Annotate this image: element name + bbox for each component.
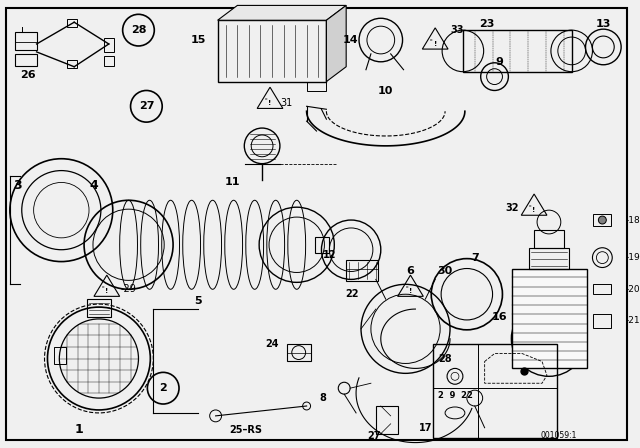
Text: 2: 2 <box>159 383 167 393</box>
Text: !: ! <box>409 288 412 294</box>
Polygon shape <box>218 5 346 20</box>
Text: 1: 1 <box>75 423 83 436</box>
Text: o: o <box>265 97 268 101</box>
Bar <box>593 314 611 328</box>
Text: 4: 4 <box>90 179 99 192</box>
Text: !: ! <box>268 100 271 106</box>
Text: 28: 28 <box>131 25 146 35</box>
Text: -29: -29 <box>121 284 136 294</box>
Bar <box>463 30 572 72</box>
Text: 23: 23 <box>479 19 494 29</box>
Bar <box>529 248 569 270</box>
Polygon shape <box>326 5 346 82</box>
Bar <box>433 344 557 438</box>
Text: -20: -20 <box>625 285 640 294</box>
Text: -18: -18 <box>625 215 640 224</box>
Text: o: o <box>405 285 408 289</box>
Text: o: o <box>529 204 531 208</box>
Bar <box>67 60 77 68</box>
Bar <box>67 19 77 27</box>
Text: 14: 14 <box>342 35 358 45</box>
Text: 16: 16 <box>492 312 508 322</box>
Text: 9: 9 <box>495 57 504 67</box>
Text: 2  9  22: 2 9 22 <box>438 391 472 400</box>
Text: 32: 32 <box>506 203 519 213</box>
Text: 7: 7 <box>471 253 479 263</box>
Bar <box>87 299 111 317</box>
Text: !: ! <box>532 207 536 213</box>
Text: 31: 31 <box>281 98 293 108</box>
Text: 28: 28 <box>438 353 452 363</box>
Text: o: o <box>102 285 104 289</box>
Circle shape <box>598 216 606 224</box>
Bar <box>104 38 114 52</box>
Text: 25–RS: 25–RS <box>228 425 262 435</box>
Bar <box>593 284 611 294</box>
Text: 11: 11 <box>225 177 240 187</box>
Text: 13: 13 <box>596 19 611 29</box>
Text: 26: 26 <box>20 69 35 80</box>
Text: 12: 12 <box>323 250 336 260</box>
Text: 8: 8 <box>319 393 326 403</box>
Bar <box>307 82 326 91</box>
Bar <box>593 214 611 226</box>
Bar <box>15 32 36 50</box>
Text: o: o <box>430 38 433 42</box>
Bar <box>513 270 586 368</box>
Bar <box>104 56 114 66</box>
Text: 10: 10 <box>378 86 394 96</box>
Text: 6: 6 <box>406 267 415 276</box>
Text: 24: 24 <box>266 339 279 349</box>
Text: 27: 27 <box>367 431 381 441</box>
Text: !: ! <box>433 41 437 47</box>
Bar <box>534 230 564 248</box>
Bar <box>218 20 326 82</box>
Text: 15: 15 <box>190 35 205 45</box>
Text: 001059:1: 001059:1 <box>541 431 577 440</box>
Text: -21: -21 <box>625 316 640 325</box>
Text: 22: 22 <box>346 289 359 299</box>
Text: 5: 5 <box>194 296 202 306</box>
Bar <box>376 406 397 434</box>
Bar <box>54 347 67 365</box>
Bar <box>314 237 330 253</box>
Text: 3: 3 <box>13 179 22 192</box>
Text: 33: 33 <box>450 25 464 35</box>
Bar <box>15 54 36 66</box>
Text: 30: 30 <box>438 267 452 276</box>
Text: !: ! <box>105 288 108 294</box>
Bar <box>287 344 310 362</box>
Text: 17: 17 <box>419 423 432 433</box>
Text: -19: -19 <box>625 253 640 262</box>
Text: 27: 27 <box>139 101 154 111</box>
Bar <box>346 259 378 281</box>
